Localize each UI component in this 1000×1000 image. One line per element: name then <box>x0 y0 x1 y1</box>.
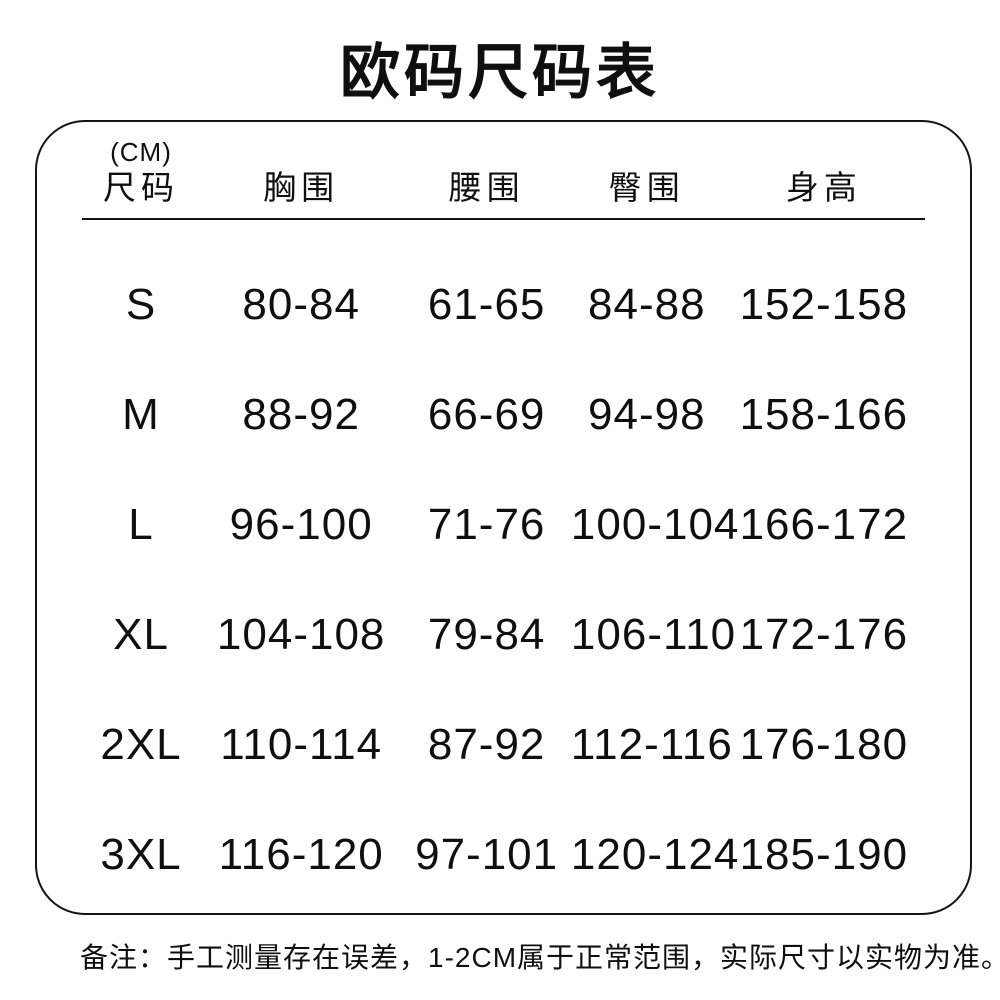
waist-cell: 87-92 <box>427 720 546 769</box>
table-row: L 96-100 71-76 100-104 166-172 <box>82 470 925 580</box>
hip-cell: 100-104 <box>570 500 740 549</box>
footnote: 备注：手工测量存在误差，1-2CM属于正常范围，实际尺寸以实物为准。 <box>80 942 1000 973</box>
size-cell: M <box>122 390 160 439</box>
size-cell: S <box>125 280 157 329</box>
chest-cell: 110-114 <box>220 720 383 769</box>
unit-label: (CM) <box>110 137 172 168</box>
height-cell: 152-158 <box>739 280 909 329</box>
header-height: 身高 <box>785 168 862 206</box>
page-title: 欧码尺码表 <box>340 39 660 106</box>
header-size: (CM) 尺码 <box>82 139 200 206</box>
waist-cell: 71-76 <box>427 500 546 549</box>
chest-cell: 104-108 <box>216 610 386 659</box>
header-chest: 胸围 <box>263 168 340 206</box>
hip-cell: 106-110 <box>570 610 737 659</box>
header-size-label: 尺码 <box>103 168 179 206</box>
size-cell: L <box>128 500 154 549</box>
table-body: S 80-84 61-65 84-88 152-158 M 88-92 66-6… <box>82 220 925 910</box>
chest-cell: 88-92 <box>242 390 360 439</box>
height-cell: 166-172 <box>739 500 909 549</box>
hip-cell: 120-124 <box>570 830 740 879</box>
height-cell: 176-180 <box>739 720 909 769</box>
hip-cell: 112-116 <box>570 720 733 769</box>
table-row: M 88-92 66-69 94-98 158-166 <box>82 360 925 470</box>
table-header-row: (CM) 尺码 胸围 腰围 臀围 身高 <box>82 122 925 220</box>
chest-cell: 80-84 <box>242 280 360 329</box>
height-cell: 158-166 <box>739 390 909 439</box>
height-cell: 185-190 <box>739 830 909 879</box>
chest-cell: 96-100 <box>229 500 373 549</box>
size-chart-box: (CM) 尺码 胸围 腰围 臀围 身高 S 80-84 61-65 84-88 … <box>35 120 972 915</box>
table-row: S 80-84 61-65 84-88 152-158 <box>82 250 925 360</box>
height-cell: 172-176 <box>739 610 909 659</box>
waist-cell: 66-69 <box>427 390 546 439</box>
hip-cell: 84-88 <box>588 280 706 329</box>
waist-cell: 97-101 <box>415 830 559 879</box>
table-row: 3XL 116-120 97-101 120-124 185-190 <box>82 800 925 910</box>
table-row: XL 104-108 79-84 106-110 172-176 <box>82 580 925 690</box>
header-hip: 臀围 <box>608 168 685 206</box>
header-waist: 腰围 <box>448 168 525 206</box>
waist-cell: 61-65 <box>427 280 546 329</box>
size-cell: 3XL <box>100 830 182 879</box>
table-row: 2XL 110-114 87-92 112-116 176-180 <box>82 690 925 800</box>
hip-cell: 94-98 <box>588 390 706 439</box>
waist-cell: 79-84 <box>427 610 546 659</box>
chest-cell: 116-120 <box>218 830 384 879</box>
size-cell: XL <box>113 610 169 659</box>
size-cell: 2XL <box>100 720 182 769</box>
